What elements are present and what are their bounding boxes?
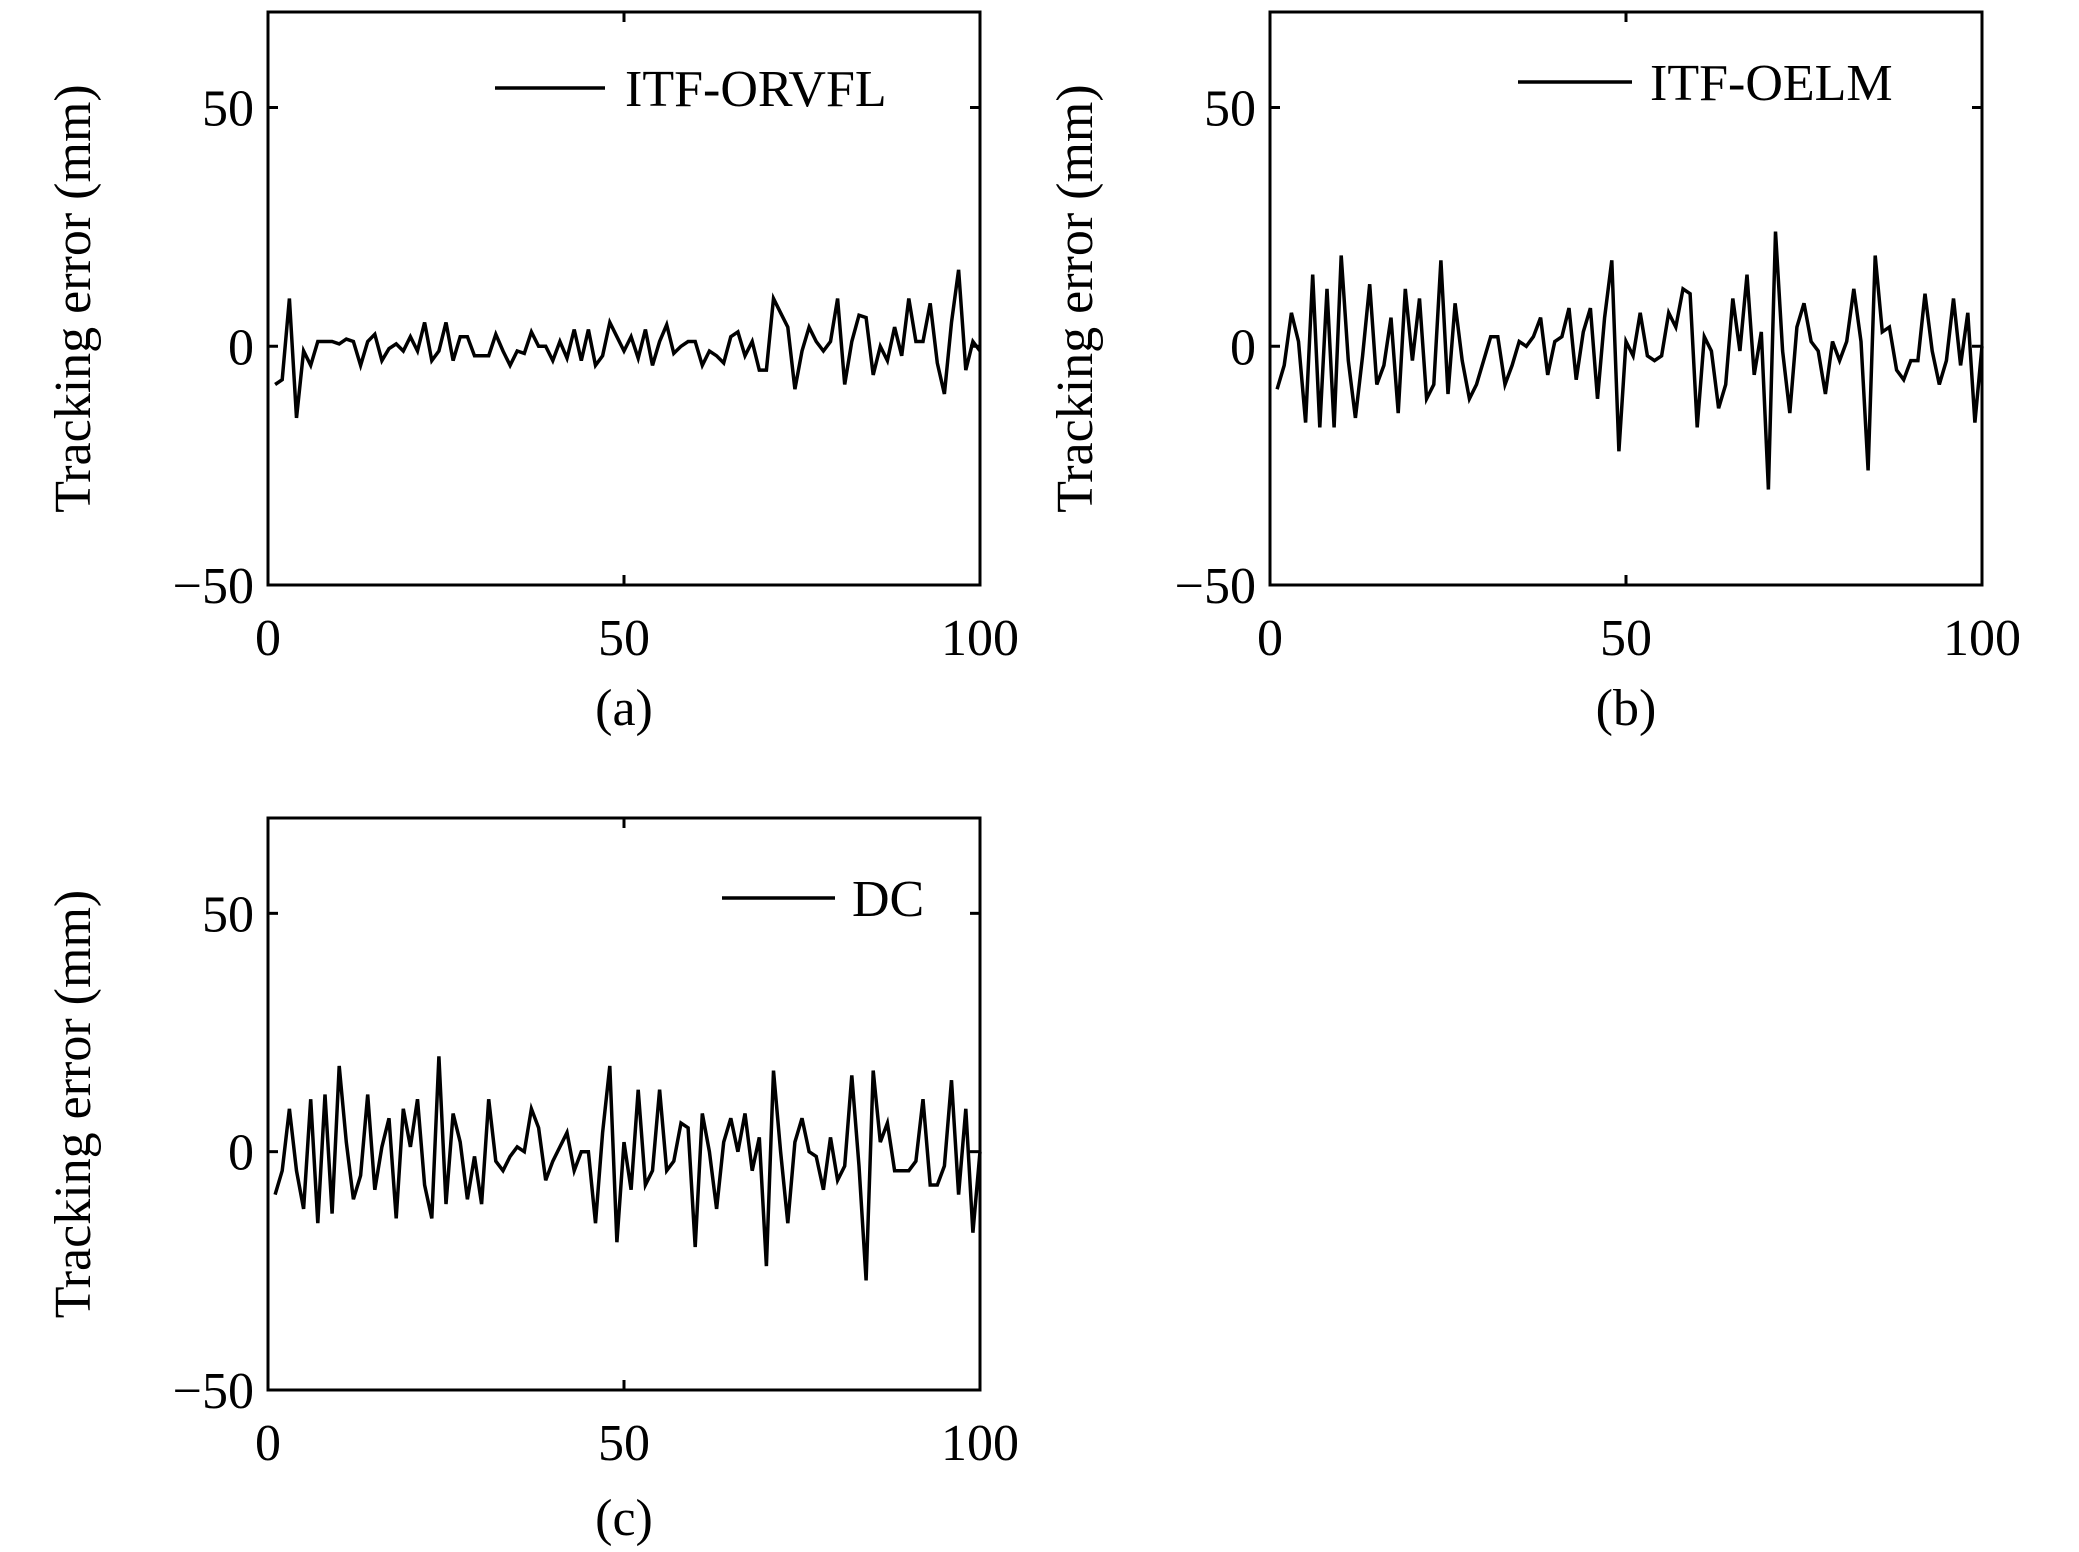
y-tick-label: −50 xyxy=(1175,558,1256,615)
y-axis-title: Tracking error (mm) xyxy=(45,890,102,1318)
x-tick-label: 100 xyxy=(1943,610,2021,667)
y-tick-label: 0 xyxy=(228,1125,254,1182)
y-axis-title: Tracking error (mm) xyxy=(1047,84,1104,512)
series-line xyxy=(273,1056,982,1281)
legend-label: DC xyxy=(852,871,924,928)
y-tick-label: 0 xyxy=(1230,319,1256,376)
series-line xyxy=(1275,231,1984,490)
y-tick-label: 50 xyxy=(202,886,254,943)
x-tick-label: 0 xyxy=(255,1415,281,1472)
y-axis-title: Tracking error (mm) xyxy=(45,84,102,512)
y-tick-label: 50 xyxy=(202,81,254,138)
y-tick-label: −50 xyxy=(173,1363,254,1420)
x-tick-label: 100 xyxy=(941,1415,1019,1472)
panel-caption: (b) xyxy=(1596,680,1657,737)
y-tick-label: 50 xyxy=(1204,81,1256,138)
y-tick-label: 0 xyxy=(228,319,254,376)
x-tick-label: 50 xyxy=(1600,610,1652,667)
y-tick-label: −50 xyxy=(173,558,254,615)
legend-label: ITF-OELM xyxy=(1650,55,1893,112)
x-tick-label: 100 xyxy=(941,610,1019,667)
x-tick-label: 0 xyxy=(1257,610,1283,667)
legend-label: ITF-ORVFL xyxy=(625,61,887,118)
x-tick-label: 50 xyxy=(598,1415,650,1472)
series-line xyxy=(274,269,982,419)
panel-caption: (a) xyxy=(595,680,653,737)
x-tick-label: 50 xyxy=(598,610,650,667)
panel-caption: (c) xyxy=(595,1490,653,1547)
x-tick-label: 0 xyxy=(255,610,281,667)
